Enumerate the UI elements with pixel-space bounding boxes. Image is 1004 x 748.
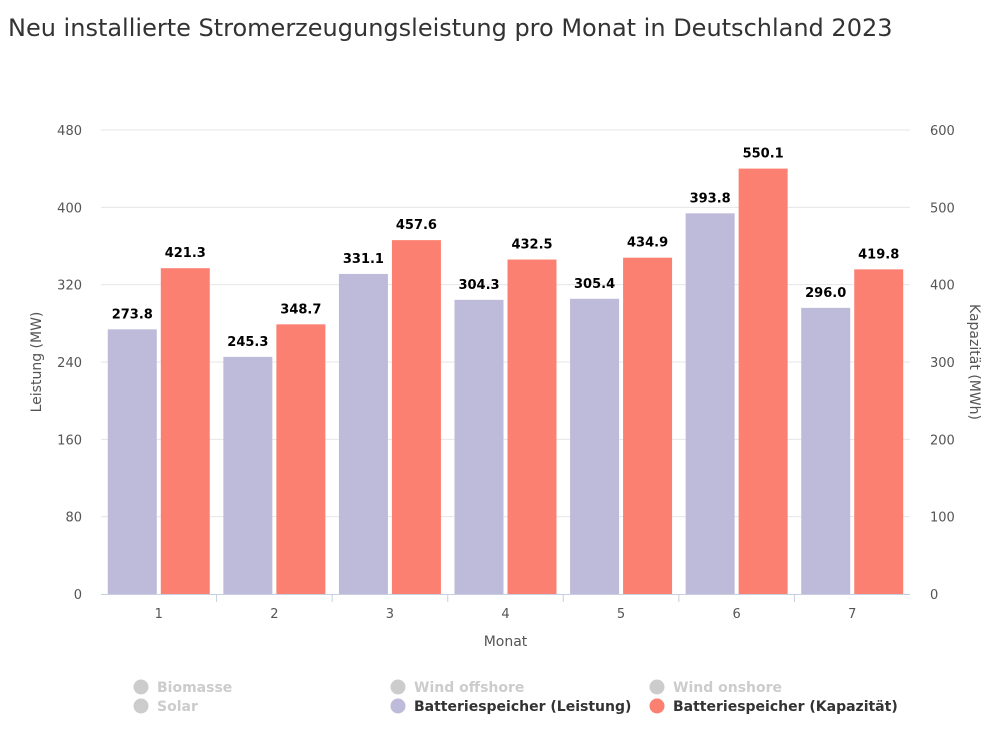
y-tick-label: 240: [57, 356, 82, 371]
bar-kapazitaet[interactable]: [276, 324, 326, 594]
data-label: 296.0: [805, 286, 846, 301]
data-label: 393.8: [690, 191, 731, 206]
bar-kapazitaet[interactable]: [507, 259, 557, 594]
x-tick-label: 5: [617, 607, 625, 622]
bars: [107, 168, 904, 594]
legend-item[interactable]: Batteriespeicher (Leistung): [390, 698, 632, 716]
bar-kapazitaet[interactable]: [854, 269, 904, 594]
legend-label: Solar: [157, 699, 198, 715]
data-label: 273.8: [112, 307, 153, 322]
bar-leistung[interactable]: [107, 329, 157, 594]
legend-marker-icon: [649, 698, 665, 714]
x-tick-label: 2: [270, 607, 278, 622]
y2-tick-label: 200: [930, 433, 955, 448]
data-label: 348.7: [280, 302, 321, 317]
legend-item[interactable]: Batteriespeicher (Kapazität): [649, 698, 898, 716]
data-labels: 273.8 421.3 245.3 348.7 331.1 457.6 304.3 432.5…: [112, 147, 900, 350]
data-label: 550.1: [743, 147, 784, 162]
bar-leistung[interactable]: [570, 298, 620, 594]
chart-title: Neu installierte Stromerzeugungsleistung…: [8, 14, 893, 42]
bar-leistung[interactable]: [454, 299, 504, 594]
legend-marker-icon: [390, 698, 406, 714]
bar-kapazitaet[interactable]: [160, 268, 210, 594]
y2-tick-label: 400: [930, 279, 955, 294]
data-label: 457.6: [396, 218, 437, 233]
y2-tick-label: 600: [930, 124, 955, 139]
bar-leistung[interactable]: [223, 356, 273, 594]
y-tick-label: 400: [57, 201, 82, 216]
data-label: 421.3: [165, 246, 206, 261]
legend-item[interactable]: Biomasse: [133, 679, 233, 697]
y-tick-label: 80: [65, 511, 82, 526]
y-axis-title: Leistung (MW): [29, 312, 45, 413]
y2-axis-title: Kapazität (MWh): [966, 304, 982, 420]
data-label: 305.4: [574, 277, 615, 292]
y-tick-label: 480: [57, 124, 82, 139]
data-label: 304.3: [458, 278, 499, 293]
legend-label: Wind onshore: [673, 680, 782, 696]
bar-leistung[interactable]: [685, 213, 735, 594]
y-tick-label: 160: [57, 433, 82, 448]
y2-tick-label: 500: [930, 201, 955, 216]
legend-label: Batteriespeicher (Leistung): [414, 699, 631, 715]
data-label: 331.1: [343, 252, 384, 267]
y-tick-label: 0: [74, 588, 82, 603]
legend-marker-icon: [133, 698, 149, 714]
axes: 0 80 160 240 320 400 480 0 100 200 300 400 500 600 1 2 3…: [57, 124, 955, 622]
legend-marker-icon: [649, 679, 665, 695]
bar-leistung[interactable]: [338, 273, 388, 594]
data-label: 419.8: [858, 247, 899, 262]
x-tick-label: 1: [155, 607, 163, 622]
legend-marker-icon: [390, 679, 406, 695]
data-label: 245.3: [227, 335, 268, 350]
legend-label: Biomasse: [157, 680, 232, 696]
bar-kapazitaet[interactable]: [623, 257, 673, 594]
bar-leistung[interactable]: [801, 307, 851, 594]
y-tick-label: 320: [57, 279, 82, 294]
y2-tick-label: 0: [930, 588, 938, 603]
legend-item[interactable]: Wind offshore: [390, 679, 525, 697]
legend: Biomasse Wind offshore Wind onshore Solar Ba…: [133, 679, 898, 716]
data-label: 432.5: [511, 238, 552, 253]
legend-marker-icon: [133, 679, 149, 695]
y2-tick-label: 100: [930, 511, 955, 526]
x-tick-label: 3: [386, 607, 394, 622]
x-tick-label: 7: [848, 607, 856, 622]
data-label: 434.9: [627, 236, 668, 251]
legend-item[interactable]: Solar: [133, 698, 198, 716]
legend-label: Wind offshore: [414, 680, 524, 696]
x-axis-title: Monat: [484, 634, 528, 650]
x-tick-label: 6: [733, 607, 741, 622]
legend-label: Batteriespeicher (Kapazität): [673, 699, 898, 715]
bar-kapazitaet[interactable]: [391, 240, 441, 594]
legend-item[interactable]: Wind onshore: [649, 679, 783, 697]
y2-tick-label: 300: [930, 356, 955, 371]
x-tick-label: 4: [501, 607, 509, 622]
bar-kapazitaet[interactable]: [738, 168, 788, 594]
grid-lines: [101, 129, 910, 518]
